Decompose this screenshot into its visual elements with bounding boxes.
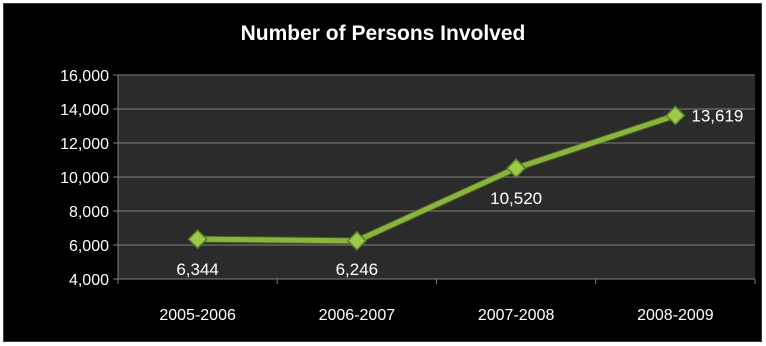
x-tick-label: 2008-2009 [637,307,714,324]
x-tick-label: 2007-2008 [478,307,555,324]
data-point-marker [665,105,686,126]
y-tick-label: 8,000 [69,204,109,221]
data-label: 13,619 [691,106,743,125]
data-label: 10,520 [490,189,542,208]
y-tick-label: 12,000 [60,136,109,153]
data-point-marker [346,230,367,251]
y-tick-label: 14,000 [60,102,109,119]
data-label: 6,344 [176,260,219,279]
y-tick-label: 4,000 [69,272,109,289]
y-tick-label: 16,000 [60,68,109,85]
chart-title: Number of Persons Involved [240,22,526,45]
y-tick-label: 10,000 [60,170,109,187]
data-point-marker [187,229,208,250]
y-tick-label: 6,000 [69,238,109,255]
series-line [195,112,678,244]
data-point-marker [506,158,527,179]
x-tick-label: 2005-2006 [159,307,236,324]
x-tick-label: 2006-2007 [319,307,396,324]
data-label: 6,246 [336,260,379,279]
